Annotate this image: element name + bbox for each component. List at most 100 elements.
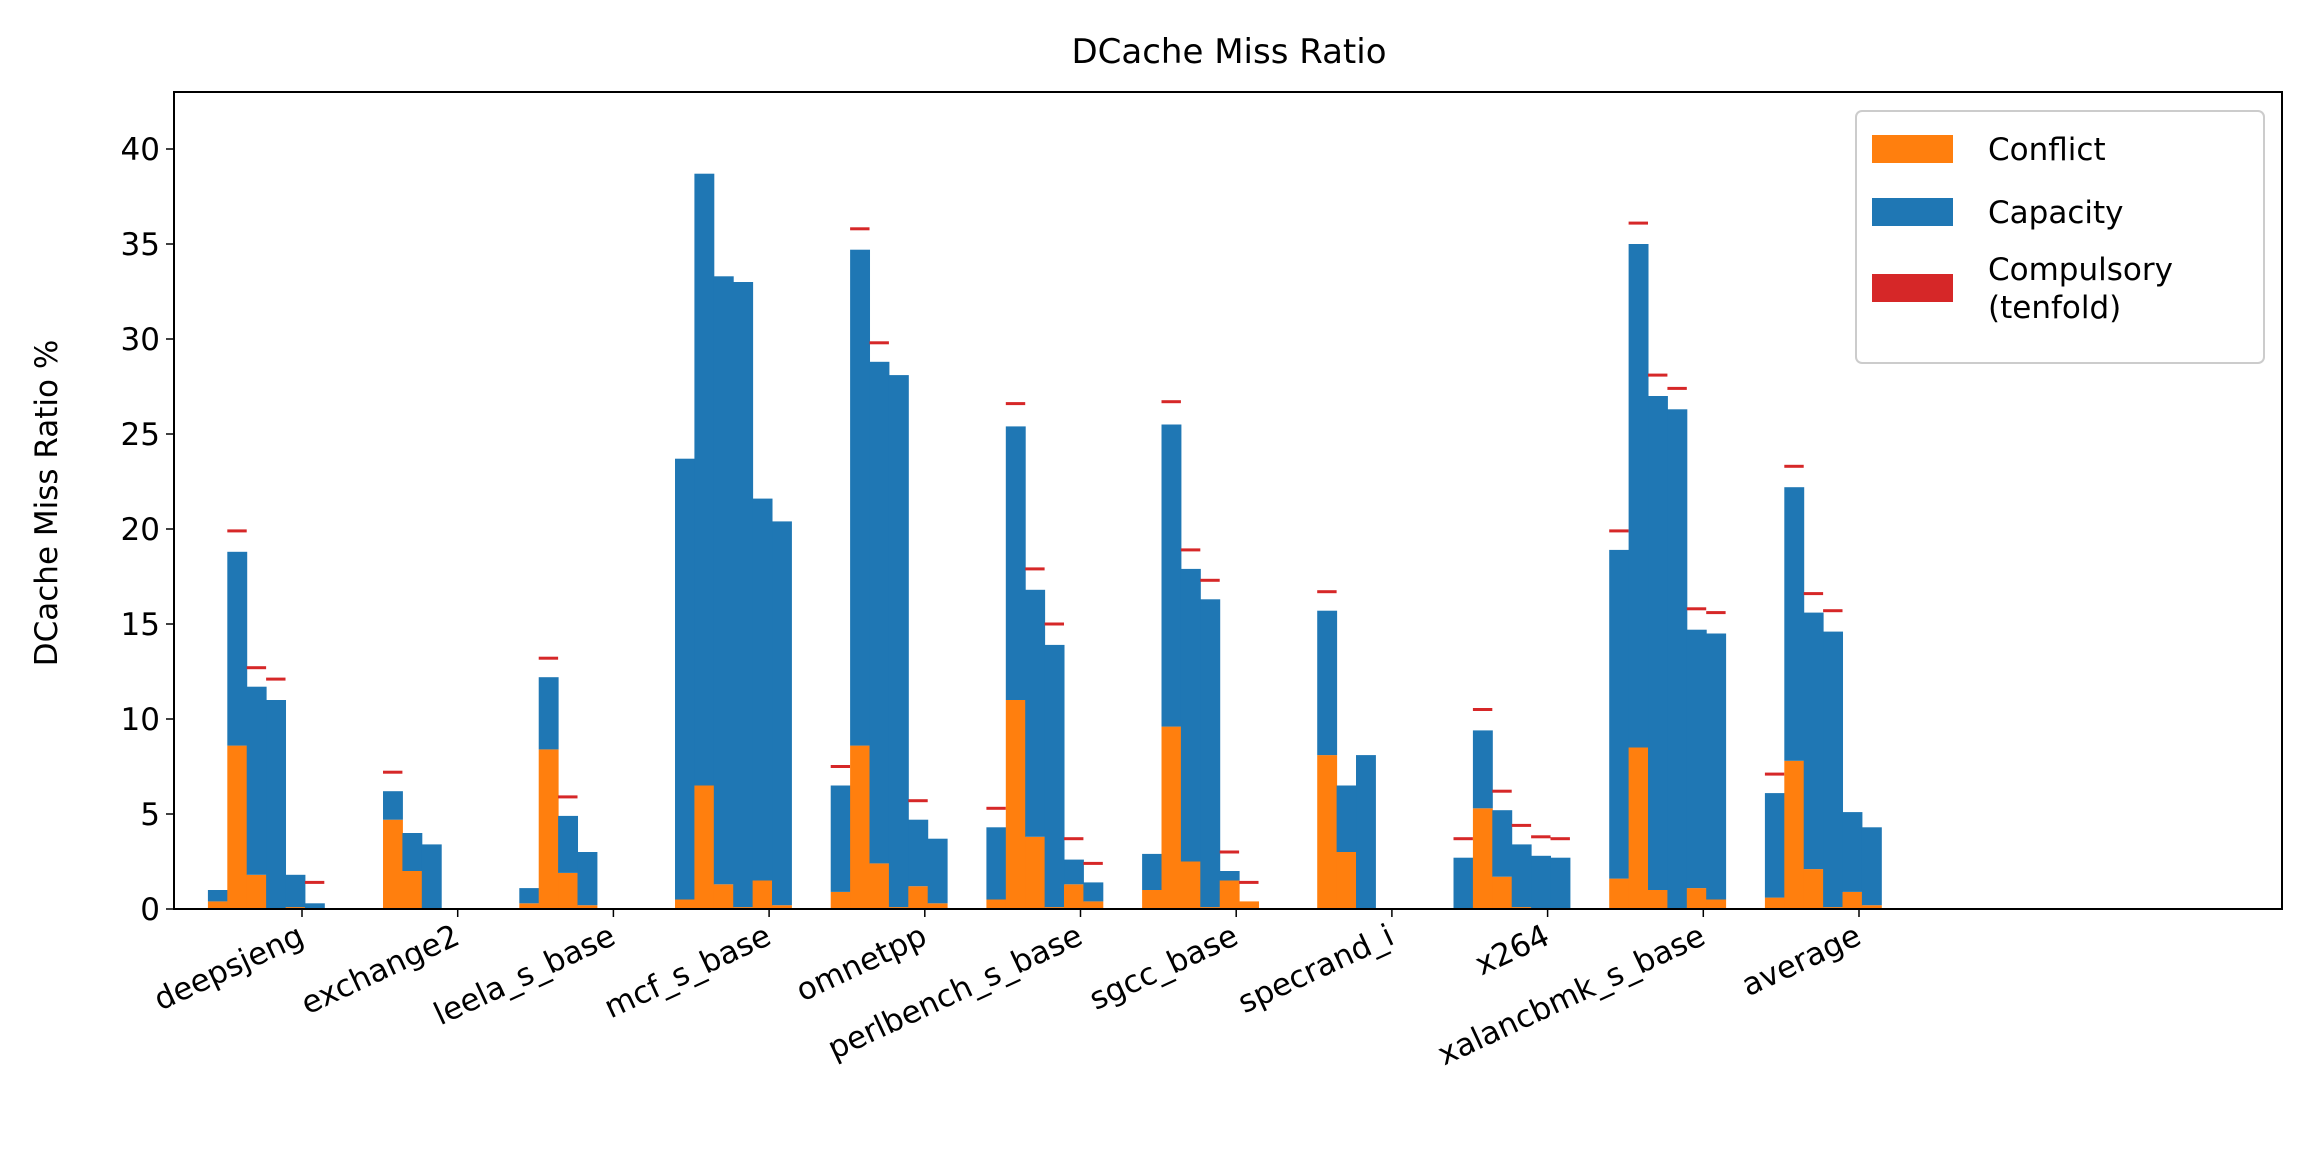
chart-title: DCache Miss Ratio [1071, 32, 1386, 72]
compulsory-marker [1083, 861, 1103, 865]
conflict-bar [675, 899, 695, 909]
conflict-bar [558, 872, 579, 909]
capacity-bar [577, 852, 598, 906]
capacity-bar [927, 838, 948, 904]
y-tick-label: 30 [121, 322, 160, 358]
compulsory-marker [1667, 386, 1687, 390]
capacity-bar [1861, 827, 1882, 906]
compulsory-marker [227, 529, 247, 533]
capacity-bar [1453, 857, 1474, 909]
capacity-bar [1161, 424, 1182, 727]
compulsory-marker [1044, 622, 1065, 626]
capacity-bar [558, 815, 579, 873]
conflict-bar [986, 899, 1007, 909]
compulsory-marker [1453, 837, 1473, 841]
conflict-bar [577, 905, 598, 909]
conflict-bar [538, 749, 559, 909]
conflict-bar [1025, 836, 1046, 909]
compulsory-marker [1005, 402, 1026, 406]
conflict-bar [694, 785, 715, 909]
y-tick-label: 20 [121, 512, 160, 548]
compulsory-marker [1706, 611, 1726, 615]
legend-label: Conflict [1988, 132, 2106, 168]
bar-group-x264 [1453, 708, 1571, 909]
compulsory-marker [1550, 837, 1570, 841]
compulsory-marker [1784, 464, 1804, 468]
conflict-bar [1686, 888, 1707, 909]
compulsory-marker [1200, 578, 1220, 582]
compulsory-marker [1472, 708, 1493, 711]
conflict-bar [207, 901, 228, 909]
conflict-bar [1648, 890, 1668, 909]
conflict-bar [1764, 897, 1785, 909]
legend-swatch [1872, 198, 1953, 226]
conflict-bar [1219, 880, 1240, 909]
conflict-bar [1706, 899, 1727, 909]
compulsory-marker [1317, 590, 1337, 594]
capacity-bar [1823, 631, 1844, 908]
y-tick-label: 40 [121, 132, 160, 168]
bar-group-perlbench_s_base [986, 402, 1104, 909]
compulsory-marker [1823, 609, 1843, 613]
compulsory-marker [1764, 772, 1785, 776]
capacity-bar [266, 700, 287, 909]
capacity-bar [383, 791, 403, 820]
y-tick-label: 25 [121, 417, 160, 453]
compulsory-marker [908, 799, 928, 803]
capacity-bar [207, 890, 228, 902]
capacity-bar [304, 903, 325, 909]
capacity-bar [402, 833, 423, 871]
compulsory-marker [986, 806, 1006, 810]
conflict-bar [1803, 869, 1824, 909]
capacity-bar [1005, 426, 1026, 700]
conflict-bar [1161, 726, 1182, 909]
conflict-bar [1628, 747, 1649, 909]
conflict-bar [772, 905, 792, 909]
legend-label: (tenfold) [1988, 290, 2121, 326]
compulsory-marker [1803, 592, 1824, 596]
conflict-bar [1005, 700, 1026, 909]
capacity-bar [1180, 568, 1201, 862]
y-tick-label: 35 [121, 227, 160, 263]
capacity-bar [1472, 730, 1493, 809]
compulsory-marker [850, 227, 870, 231]
capacity-bar [1550, 857, 1571, 909]
conflict-bar [752, 880, 773, 909]
conflict-bar [383, 819, 403, 909]
capacity-bar [1511, 844, 1532, 908]
y-tick-label: 5 [140, 797, 160, 833]
compulsory-marker [1219, 850, 1240, 854]
capacity-bar [1803, 612, 1824, 870]
y-axis-label: DCache Miss Ratio % [29, 340, 65, 667]
capacity-bar [1706, 633, 1727, 900]
bar-group-omnetpp [830, 227, 948, 909]
capacity-bar [1531, 855, 1552, 909]
compulsory-marker [1492, 789, 1512, 793]
capacity-bar [421, 844, 442, 909]
compulsory-marker [383, 770, 403, 774]
bar-group-xalancbmk_s_base [1609, 221, 1727, 909]
conflict-bar [1142, 890, 1163, 909]
compulsory-marker [1609, 529, 1629, 533]
compulsory-marker [1180, 548, 1201, 552]
compulsory-marker [1239, 880, 1259, 884]
conflict-bar [1064, 884, 1084, 909]
capacity-bar [1648, 396, 1668, 890]
capacity-bar [1336, 785, 1357, 852]
capacity-bar [1219, 871, 1240, 881]
capacity-bar [1842, 812, 1863, 892]
capacity-bar [772, 521, 792, 906]
legend-swatch [1872, 135, 1953, 163]
capacity-bar [1317, 610, 1338, 756]
bar-group-sgcc_base [1142, 400, 1260, 909]
compulsory-marker [1161, 400, 1181, 404]
compulsory-marker [538, 656, 559, 660]
conflict-bar [1861, 905, 1882, 909]
compulsory-marker [246, 666, 267, 670]
compulsory-marker [1628, 221, 1649, 225]
capacity-bar [1609, 549, 1630, 879]
compulsory-marker [1064, 837, 1084, 841]
conflict-bar [1842, 891, 1863, 909]
legend: Conflict Capacity Compulsory (tenfold) [1855, 110, 2265, 364]
